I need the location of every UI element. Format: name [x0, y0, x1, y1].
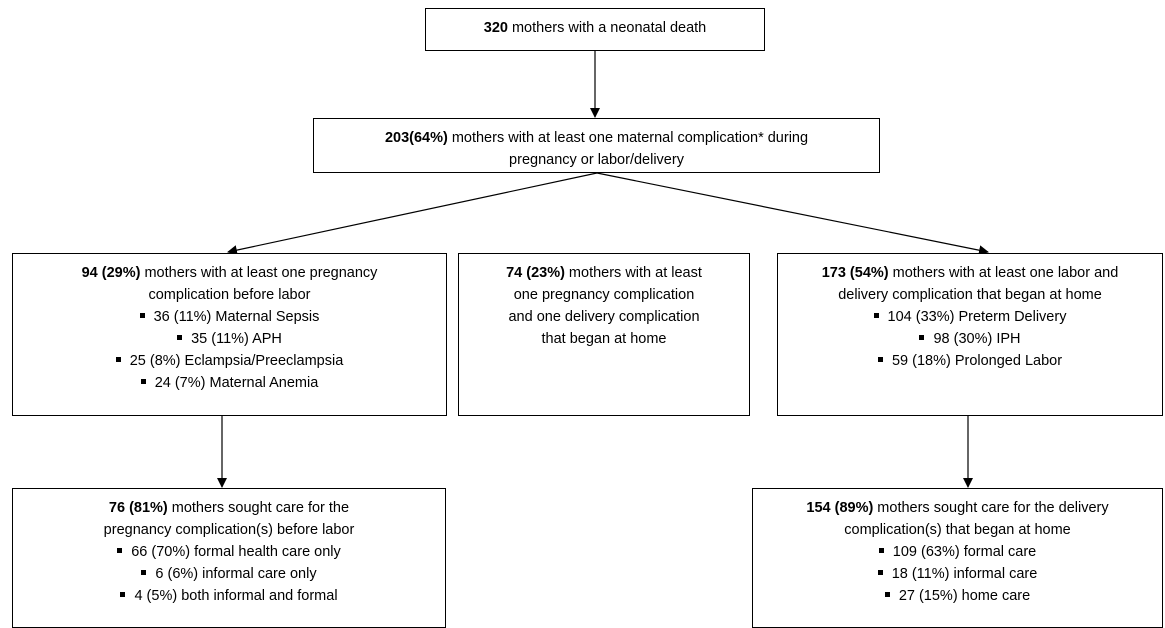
node-lead: 76 (81%) [108, 500, 168, 516]
node-line: 94 (29%) mothers with at least one pregna… [13, 262, 446, 284]
bullet [120, 591, 126, 597]
bullet-item: 36 (11%) Maternal Sepsis [13, 306, 446, 328]
node-text: mothers with at least one maternal compl… [451, 130, 809, 146]
bullet [139, 312, 145, 318]
bullet [919, 334, 925, 340]
node-text: that began at home [541, 331, 667, 347]
bullet [141, 569, 147, 575]
bullet [115, 356, 121, 362]
bullet [117, 547, 123, 553]
bullet-text: 4 (5%) both informal and formal [134, 588, 338, 604]
bullet-text: 98 (30%) IPH [933, 331, 1021, 347]
node-line: pregnancy or labor/delivery [314, 149, 879, 171]
node-line: pregnancy complication(s) before labor [13, 519, 445, 541]
bullet-item: 109 (63%) formal care [753, 541, 1162, 563]
bullet-item: 24 (7%) Maternal Anemia [13, 372, 446, 394]
node-text: mothers sought care for the delivery [877, 500, 1109, 516]
node-box: 203(64%) mothers with at least one matern… [313, 118, 880, 173]
node-line: one pregnancy complication [459, 284, 749, 306]
node-lead: 173 (54%) [821, 265, 889, 281]
arrow [596, 172, 989, 256]
node-text: mothers with at least [568, 265, 702, 281]
node-lead: 203(64%) [384, 130, 448, 146]
bullet-item: 35 (11%) APH [13, 328, 446, 350]
node-text: one pregnancy complication [513, 287, 695, 303]
bullet-item: 6 (6%) informal care only [13, 563, 445, 585]
bullet-text: 27 (15%) home care [898, 588, 1031, 604]
bullet-text: 59 (18%) Prolonged Labor [891, 353, 1063, 369]
bullet [140, 378, 146, 384]
bullet-item: 104 (33%) Preterm Delivery [778, 306, 1162, 328]
bullet-text: 36 (11%) Maternal Sepsis [153, 309, 320, 325]
node-text: delivery complication that began at home [838, 287, 1102, 303]
bullet [878, 547, 884, 553]
node-text: pregnancy or labor/delivery [509, 152, 684, 168]
node-box: 94 (29%) mothers with at least one pregna… [12, 253, 447, 416]
bullet-text: 109 (63%) formal care [892, 544, 1037, 560]
bullet [877, 356, 883, 362]
bullet-item: 66 (70%) formal health care only [13, 541, 445, 563]
node-box: 154 (89%) mothers sought care for the del… [752, 488, 1163, 628]
bullet-item: 25 (8%) Eclampsia/Preeclampsia [13, 350, 446, 372]
node-line: 320 mothers with a neonatal death [426, 17, 764, 39]
bullet-item: 98 (30%) IPH [778, 328, 1162, 350]
node-line: 173 (54%) mothers with at least one labor… [778, 262, 1162, 284]
node-text: pregnancy complication(s) before labor [103, 522, 355, 538]
node-box: 320 mothers with a neonatal death [425, 8, 765, 51]
node-line: 203(64%) mothers with at least one matern… [314, 127, 879, 149]
bullet [177, 334, 183, 340]
node-line: 74 (23%) mothers with at least [459, 262, 749, 284]
node-text: complication before labor [148, 287, 311, 303]
bullet-text: 66 (70%) formal health care only [131, 544, 341, 560]
bullet-item: 18 (11%) informal care [753, 563, 1162, 585]
bullet [877, 569, 883, 575]
node-box: 76 (81%) mothers sought care for the pregn… [12, 488, 446, 628]
bullet-text: 24 (7%) Maternal Anemia [154, 375, 319, 391]
node-line: 154 (89%) mothers sought care for the del… [753, 497, 1162, 519]
node-box: 173 (54%) mothers with at least one labor… [777, 253, 1163, 416]
bullet-item: 59 (18%) Prolonged Labor [778, 350, 1162, 372]
node-lead: 154 (89%) [806, 500, 874, 516]
node-box: 74 (23%) mothers with at least one pregnan… [458, 253, 750, 416]
node-lead: 74 (23%) [506, 265, 565, 281]
node-lead: 94 (29%) [81, 265, 141, 281]
bullet [873, 312, 879, 318]
bullet [884, 591, 890, 597]
arrow [227, 172, 598, 256]
node-text: and one delivery complication [508, 309, 700, 325]
bullet-text: 6 (6%) informal care only [155, 566, 317, 582]
node-line: delivery complication that began at home [778, 284, 1162, 306]
node-text: mothers with a neonatal death [511, 20, 707, 36]
node-text: mothers with at least one labor and [892, 265, 1119, 281]
node-line: that began at home [459, 328, 749, 350]
bullet-text: 35 (11%) APH [191, 331, 282, 347]
node-line: complication before labor [13, 284, 446, 306]
node-text: complication(s) that began at home [844, 522, 1071, 538]
node-line: 76 (81%) mothers sought care for the [13, 497, 445, 519]
bullet-text: 104 (33%) Preterm Delivery [887, 309, 1067, 325]
node-lead: 320 [483, 20, 508, 36]
node-text: mothers with at least one pregnancy [144, 265, 378, 281]
node-line: and one delivery complication [459, 306, 749, 328]
node-text: mothers sought care for the [171, 500, 350, 516]
bullet-text: 18 (11%) informal care [891, 566, 1038, 582]
bullet-item: 27 (15%) home care [753, 585, 1162, 607]
bullet-item: 4 (5%) both informal and formal [13, 585, 445, 607]
bullet-text: 25 (8%) Eclampsia/Preeclampsia [129, 353, 344, 369]
node-line: complication(s) that began at home [753, 519, 1162, 541]
